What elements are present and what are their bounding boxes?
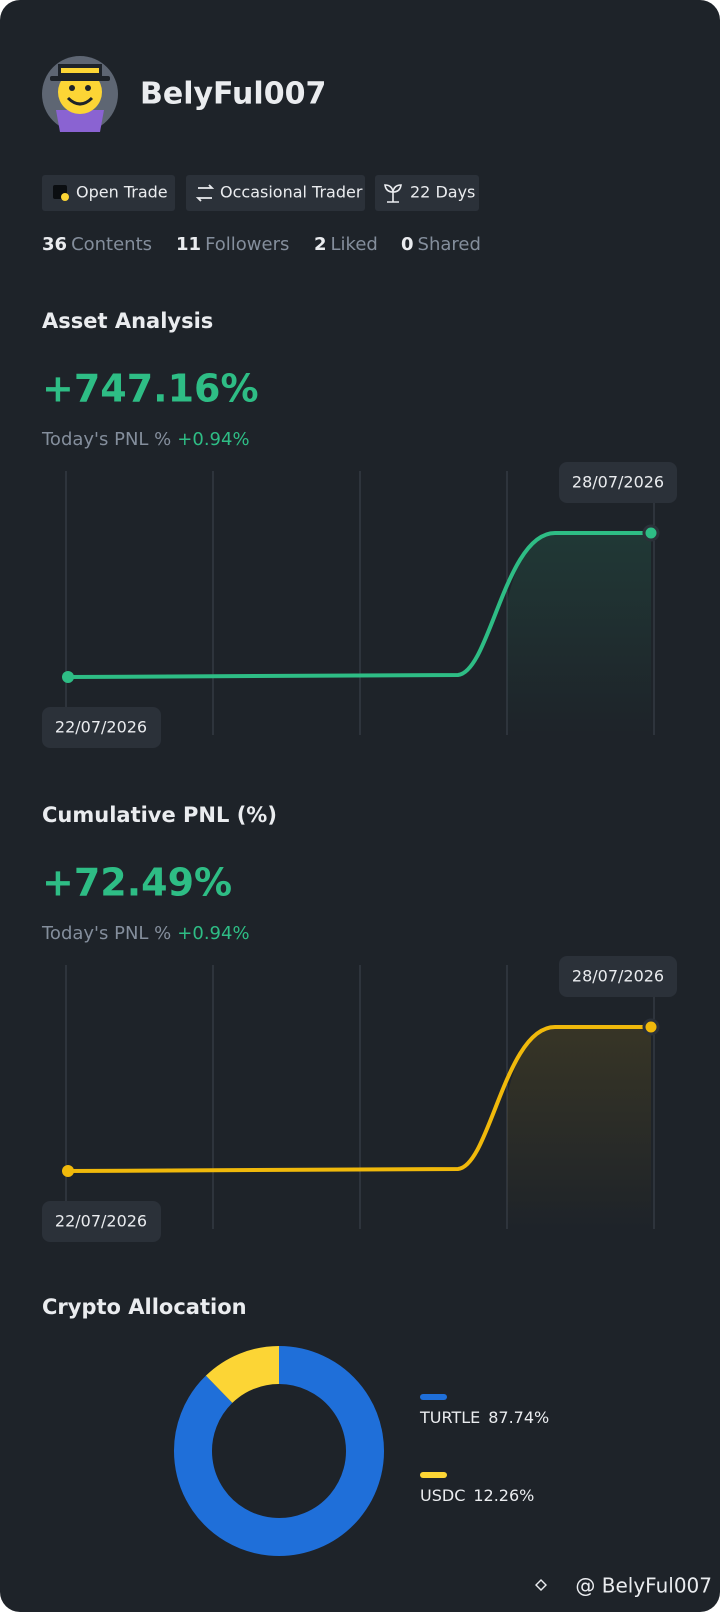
badge: Open Trade — [42, 175, 175, 211]
headline-value: +72.49% — [42, 861, 232, 905]
section-title: Cumulative PNL (%) — [42, 803, 277, 827]
today-pnl-label: Today's PNL % — [41, 429, 171, 450]
chart-area — [507, 1027, 651, 1229]
donut: TURTLE 87.74% USDC 12.26% — [174, 1346, 549, 1556]
date-box — [42, 1201, 161, 1242]
stat-value: 2 — [314, 234, 327, 255]
stat: 11 Followers — [176, 234, 289, 255]
legend-name: TURTLE — [419, 1408, 480, 1427]
chart-line — [67, 531, 651, 679]
start-dot — [62, 671, 74, 683]
stat-value: 36 — [42, 234, 67, 255]
badge-text: Occasional Trader — [220, 183, 363, 202]
today-pnl: Today's PNL % +0.94% — [41, 429, 250, 450]
pnl-section: Cumulative PNL (%) +72.49% Today's PNL % +0… — [41, 803, 677, 1242]
start-date: 22/07/2026 — [55, 1212, 147, 1231]
end-date: 28/07/2026 — [572, 473, 664, 492]
legend-entry: USDC 12.26% — [420, 1486, 534, 1505]
stat-label: Liked — [331, 234, 378, 255]
stat: 36 Contents — [42, 234, 152, 255]
watermark-text: @ BelyFul007 — [575, 1574, 712, 1598]
badge-text: Open Trade — [76, 183, 168, 202]
end-date: 28/07/2026 — [572, 967, 664, 986]
start-dot — [62, 1165, 74, 1177]
stat-value: 0 — [401, 234, 414, 255]
today-pnl-label: Today's PNL % — [41, 923, 171, 944]
chart-area — [507, 533, 651, 735]
stat-label: Followers — [205, 234, 289, 255]
badge-text: 22 Days — [410, 183, 475, 202]
sections: Asset Analysis +747.16% Today's PNL % +0.94… — [41, 309, 677, 1242]
legend-value: 12.26% — [473, 1486, 534, 1505]
start-date: 22/07/2026 — [55, 718, 147, 737]
headline-value: +747.16% — [42, 367, 259, 411]
donut-segment — [205, 1346, 280, 1404]
stat: 0 Shared — [401, 234, 481, 255]
section-title: Crypto Allocation — [42, 1295, 247, 1319]
end-dot — [642, 1018, 660, 1036]
legend-entry: TURTLE 87.74% — [419, 1408, 549, 1427]
user-name: BelyFul007 — [140, 77, 326, 112]
today-pnl-value: +0.94% — [177, 429, 249, 450]
legend-name: USDC — [420, 1486, 465, 1505]
stat-value: 11 — [176, 234, 201, 255]
today-pnl-value: +0.94% — [177, 923, 249, 944]
date-box — [559, 462, 677, 503]
watermark: @ BelyFul007 — [535, 1574, 712, 1598]
legend-value: 87.74% — [488, 1408, 549, 1427]
date-box — [42, 707, 161, 748]
date-box — [559, 956, 677, 997]
stat-label: Contents — [71, 234, 152, 255]
stat: 2 Liked — [314, 234, 378, 255]
pnl-section: Asset Analysis +747.16% Today's PNL % +0.94… — [41, 309, 677, 748]
chart-line — [67, 1025, 651, 1173]
badge: Occasional Trader — [186, 175, 365, 211]
stat-label: Shared — [418, 234, 481, 255]
section-title: Asset Analysis — [42, 309, 213, 333]
avatar — [42, 56, 118, 132]
today-pnl: Today's PNL % +0.94% — [41, 923, 250, 944]
legend-swatch — [420, 1472, 447, 1478]
badge: 22 Days — [375, 175, 479, 211]
end-dot — [642, 524, 660, 542]
donut-segment — [174, 1346, 384, 1556]
legend-swatch — [420, 1394, 447, 1400]
